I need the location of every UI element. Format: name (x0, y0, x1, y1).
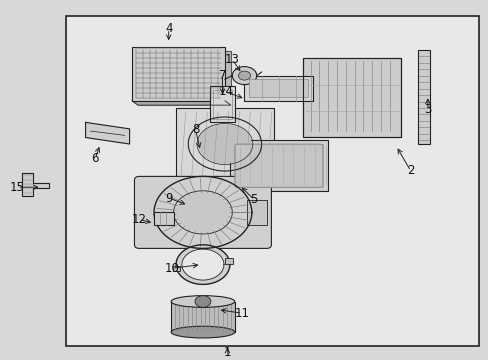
Text: 15: 15 (10, 181, 24, 194)
Circle shape (195, 296, 210, 307)
Bar (66, 16, 478, 346)
Text: 10: 10 (164, 262, 179, 275)
Text: 1: 1 (223, 346, 231, 359)
Ellipse shape (171, 326, 234, 338)
Circle shape (198, 124, 251, 164)
Text: 11: 11 (234, 307, 249, 320)
Wedge shape (176, 245, 229, 284)
Bar (234, 144, 322, 187)
Text: 14: 14 (218, 85, 233, 98)
Bar (154, 212, 173, 225)
Ellipse shape (171, 296, 234, 307)
Bar (176, 108, 273, 180)
Text: 13: 13 (224, 53, 239, 66)
Bar (303, 58, 400, 137)
Text: 9: 9 (164, 192, 172, 204)
Text: 2: 2 (406, 165, 414, 177)
Bar (229, 140, 327, 191)
Bar (244, 76, 312, 101)
Bar (171, 302, 234, 332)
Bar (417, 50, 429, 144)
Polygon shape (132, 101, 230, 105)
Circle shape (176, 193, 229, 232)
Text: 12: 12 (132, 213, 146, 226)
Circle shape (232, 67, 256, 85)
Bar (132, 47, 224, 101)
Bar (210, 86, 234, 122)
Bar (225, 258, 233, 264)
Bar (246, 200, 266, 225)
Bar (303, 58, 400, 137)
FancyBboxPatch shape (134, 176, 271, 248)
Polygon shape (85, 122, 129, 144)
Text: 6: 6 (91, 152, 99, 165)
Bar (172, 266, 180, 271)
Text: 5: 5 (250, 193, 258, 206)
Polygon shape (22, 173, 49, 196)
Text: 3: 3 (423, 103, 431, 116)
Text: 8: 8 (191, 123, 199, 136)
Bar (249, 79, 307, 97)
Text: 7: 7 (218, 69, 226, 82)
Bar (212, 90, 232, 119)
Circle shape (238, 71, 250, 80)
Text: 4: 4 (164, 22, 172, 35)
Bar (138, 51, 230, 105)
